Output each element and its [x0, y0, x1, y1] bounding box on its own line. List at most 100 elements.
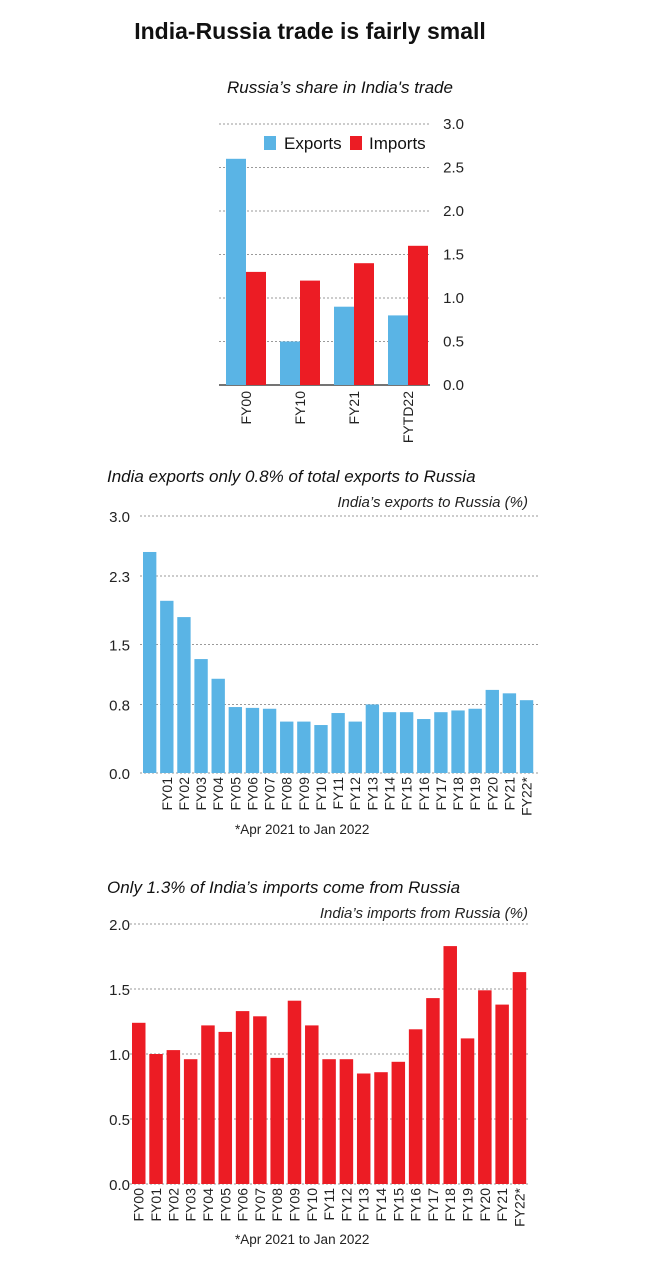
x-tick-label: FY16 — [408, 1188, 424, 1222]
chart1-title: Russia’s share in India's trade — [227, 78, 453, 97]
chart2-ylabel: India’s exports to Russia (%) — [337, 494, 528, 511]
exports-bar — [334, 306, 354, 385]
x-tick-label: FY02 — [165, 1188, 181, 1222]
bar — [287, 1000, 302, 1184]
legend-imports-label: Imports — [369, 134, 426, 153]
x-tick-label: FY10 — [304, 1188, 320, 1222]
bar — [228, 707, 243, 773]
bar — [495, 1004, 509, 1184]
y-tick-label: 0.5 — [443, 334, 464, 351]
y-tick-label: 0.5 — [109, 1112, 130, 1129]
x-tick-label: FY15 — [390, 1188, 406, 1222]
x-tick-label: FY09 — [296, 777, 312, 811]
chart3-title: Only 1.3% of India’s imports come from R… — [107, 878, 460, 897]
bar — [305, 1025, 319, 1184]
x-tick-label: FY02 — [176, 777, 192, 811]
bar — [434, 712, 448, 773]
bar — [356, 1073, 371, 1184]
x-tick-label: FY07 — [252, 1188, 268, 1222]
chart3-footnote: *Apr 2021 to Jan 2022 — [235, 1232, 369, 1247]
y-tick-label: 2.3 — [109, 569, 130, 586]
bar — [417, 719, 431, 773]
y-tick-label: 1.0 — [443, 290, 464, 307]
x-tick-label: FY08 — [279, 777, 295, 811]
x-tick-label: FY19 — [467, 777, 483, 811]
x-tick-label: FY20 — [484, 777, 500, 811]
bar — [374, 1072, 388, 1184]
bar — [365, 704, 380, 773]
bar — [149, 1054, 163, 1184]
bar — [314, 725, 328, 773]
x-tick-label: FY00 — [238, 391, 254, 425]
y-tick-label: 0.0 — [443, 377, 464, 394]
legend-exports-label: Exports — [284, 134, 342, 153]
x-tick-label: FY12 — [338, 1188, 354, 1222]
x-tick-label: FY09 — [286, 1188, 302, 1222]
y-tick-label: 1.5 — [443, 247, 464, 264]
bar — [235, 1011, 250, 1184]
y-tick-label: 1.0 — [109, 1047, 130, 1064]
x-tick-label: FY08 — [269, 1188, 285, 1222]
bar — [382, 712, 397, 773]
x-tick-label: FY05 — [217, 1188, 233, 1222]
y-tick-label: 2.0 — [109, 917, 130, 934]
bar — [280, 721, 294, 773]
bar — [460, 1038, 475, 1184]
bar — [183, 1059, 198, 1184]
x-tick-label: FY10 — [292, 391, 308, 425]
x-tick-label: FY07 — [262, 777, 278, 811]
bar — [262, 708, 277, 773]
x-tick-label: FY11 — [330, 777, 346, 810]
chart2-footnote: *Apr 2021 to Jan 2022 — [235, 822, 369, 837]
bar — [143, 551, 157, 773]
x-tick-label: FY11 — [321, 1188, 337, 1221]
x-tick-label: FY12 — [347, 777, 363, 811]
bar — [322, 1059, 336, 1184]
y-tick-label: 0.0 — [109, 1177, 130, 1194]
x-tick-label: FY03 — [193, 777, 209, 811]
bar — [218, 1031, 233, 1184]
chart2-title: India exports only 0.8% of total exports… — [107, 467, 476, 486]
x-tick-label: FY20 — [477, 1188, 493, 1222]
x-tick-label: FY21 — [501, 777, 517, 811]
x-tick-label: FY00 — [131, 1188, 147, 1222]
imports-bar — [300, 280, 320, 385]
chart3-ylabel: India’s imports from Russia (%) — [320, 905, 528, 922]
bar — [211, 678, 225, 773]
y-tick-label: 2.0 — [443, 203, 464, 220]
y-tick-label: 0.0 — [109, 766, 130, 783]
x-tick-label: FY01 — [159, 777, 175, 811]
x-tick-label: FY10 — [313, 777, 329, 811]
bar — [166, 1050, 181, 1184]
bar — [468, 708, 482, 773]
bar — [443, 946, 457, 1184]
y-tick-label: 1.5 — [109, 638, 130, 655]
x-tick-label: FY22* — [511, 1187, 527, 1226]
x-tick-label: FY17 — [425, 1188, 441, 1222]
x-tick-label: FY22* — [519, 776, 535, 815]
bar — [485, 689, 499, 773]
bar — [194, 659, 208, 773]
x-tick-label: FY18 — [442, 1188, 458, 1222]
x-tick-label: FY14 — [382, 777, 398, 811]
main-title: India-Russia trade is fairly small — [134, 18, 486, 44]
bar — [132, 1022, 146, 1184]
x-tick-label: FYTD22 — [400, 391, 416, 443]
bar — [177, 617, 191, 773]
imports-bar — [354, 263, 374, 385]
bar — [512, 972, 527, 1184]
x-tick-label: FY21 — [494, 1188, 510, 1222]
x-tick-label: FY01 — [148, 1188, 164, 1222]
bar — [270, 1057, 284, 1184]
x-tick-label: FY17 — [433, 777, 449, 811]
bar — [399, 712, 414, 773]
x-tick-label: FY03 — [183, 1188, 199, 1222]
exports-bar — [280, 341, 300, 385]
exports-bar — [226, 158, 246, 385]
x-tick-label: FY05 — [227, 777, 243, 811]
x-tick-label: FY15 — [399, 777, 415, 811]
x-tick-label: FY14 — [373, 1188, 389, 1222]
bar — [519, 700, 534, 773]
x-tick-label: FY13 — [356, 1188, 372, 1222]
